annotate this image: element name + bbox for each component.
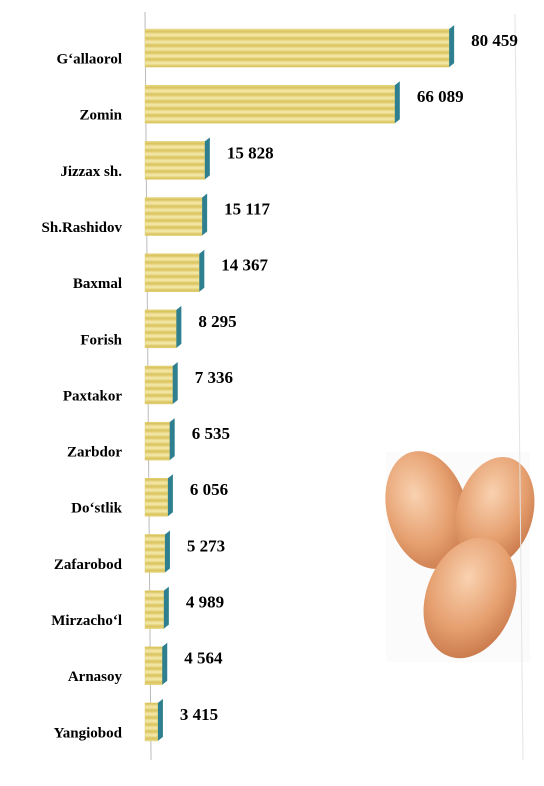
bar-cap [157,698,163,741]
value-label: 66 089 [417,87,464,106]
bar-cap [172,362,178,404]
bar-cap [204,137,210,180]
bar-cap [162,642,168,685]
bar-cap [449,25,455,68]
category-label: Zomin [79,108,122,124]
bar-cap [394,81,400,124]
bar-cap [176,305,182,348]
bar [144,534,166,573]
category-label: Forish [80,332,122,348]
category-label: Paxtakor [63,388,123,404]
bar-cap [164,530,170,573]
bar-cap [169,418,175,461]
bar-cap [167,474,173,517]
eggs-picture [385,451,535,662]
category-label: Yangiobod [54,725,123,741]
bar-cap [202,193,208,236]
value-label: 15 117 [224,199,270,218]
bar-cap [163,586,169,629]
value-label: 4 989 [186,593,224,612]
value-label: 6 056 [190,480,228,499]
category-label: Jizzax sh. [60,164,122,180]
bar-cap [199,249,205,292]
bar [144,365,173,405]
category-label: Mirzacho‘l [51,613,122,629]
category-label: Arnasoy [68,669,123,685]
value-label: 5 273 [187,536,225,555]
value-label: 4 564 [184,649,223,668]
value-label: 3 415 [180,705,218,724]
bar [144,702,159,742]
value-label: 6 535 [192,424,230,443]
bar [144,28,450,68]
category-label: Zafarobod [54,557,123,573]
bar [144,590,165,629]
value-label: 7 336 [195,368,233,387]
category-label: Zarbdor [67,445,122,461]
bar [144,478,169,517]
value-label: 80 459 [471,31,518,50]
bar [144,421,170,461]
category-label: G‘allaorol [56,52,122,68]
bar [144,309,177,349]
category-label: Baxmal [73,276,122,292]
bar [144,197,203,236]
value-label: 14 367 [221,256,268,275]
category-label: Sh.Rashidov [42,220,123,236]
axis-end [514,13,524,761]
bar [144,253,200,292]
category-label: Do‘stlik [71,501,122,517]
bar [144,84,396,124]
value-label: 15 828 [227,143,274,162]
bar [144,141,206,180]
bar [144,646,163,686]
value-label: 8 295 [198,312,236,331]
